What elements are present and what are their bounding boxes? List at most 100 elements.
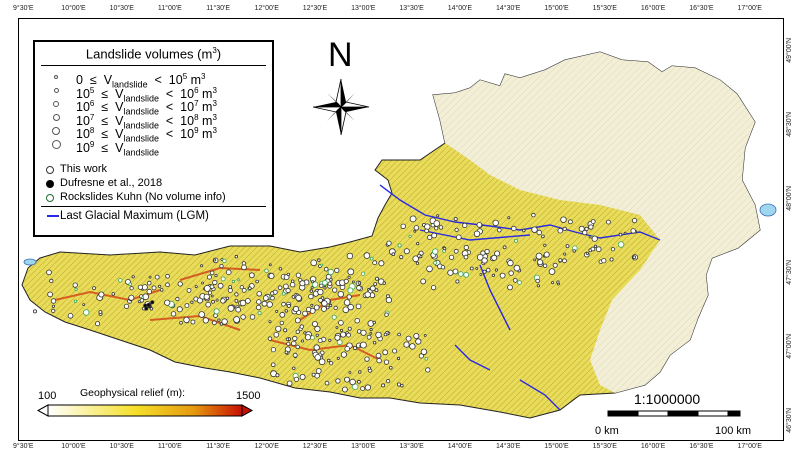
landslide-point: [46, 269, 52, 276]
landslide-point: [369, 327, 373, 332]
landslide-point: [264, 268, 269, 273]
landslide-point: [51, 308, 56, 313]
landslide-point: [273, 331, 280, 338]
landslide-point: [396, 356, 401, 361]
landslide-point: [392, 348, 398, 354]
landslide-point: [469, 266, 474, 271]
landslide-point: [588, 224, 594, 230]
landslide-point: [184, 303, 190, 309]
landslide-point: [245, 298, 251, 304]
landslide-point: [568, 219, 573, 225]
landslide-point: [220, 276, 226, 282]
landslide-point: [448, 254, 455, 260]
landslide-point: [434, 226, 439, 231]
landslide-point: [346, 252, 354, 260]
legend-divider: [41, 65, 266, 66]
landslide-point: [386, 240, 392, 246]
landslide-point: [533, 258, 537, 262]
landslide-point: [453, 248, 459, 254]
landslide-point: [416, 242, 420, 246]
landslide-point: [277, 285, 283, 291]
landslide-point: [419, 255, 423, 259]
longitude-tick: 16°30'E: [689, 443, 714, 450]
landslide-point: [334, 334, 341, 341]
landslide-point: [315, 368, 322, 374]
landslide-point: [511, 225, 517, 232]
landslide-point: [366, 334, 372, 340]
landslide-point: [475, 267, 479, 270]
landslide-point: [212, 279, 218, 286]
landslide-point: [249, 314, 256, 320]
longitude-tick: 16°00'E: [640, 5, 666, 12]
landslide-point: [318, 358, 326, 366]
longitude-tick: 13°00'E: [351, 5, 376, 12]
landslide-point: [347, 326, 352, 331]
landslide-point: [537, 259, 544, 266]
landslide-point: [415, 338, 422, 345]
longitude-tick: 15°30'E: [592, 5, 617, 12]
landslide-point: [476, 253, 484, 261]
landslide-point: [536, 284, 541, 288]
landslide-point: [209, 270, 215, 276]
landslide-point: [413, 229, 417, 233]
landslide-point: [310, 286, 314, 290]
landslide-point: [234, 254, 238, 259]
landslide-point: [413, 225, 420, 231]
landslide-point: [433, 220, 441, 227]
landslide-point: [438, 225, 444, 230]
landslide-point: [631, 218, 638, 224]
landslide-point: [420, 278, 427, 285]
landslide-point: [123, 303, 130, 309]
landslide-point: [356, 329, 362, 334]
landslide-point: [378, 260, 385, 267]
circle-icon: [52, 127, 60, 135]
landslide-point: [292, 335, 298, 342]
landslide-point: [508, 270, 514, 276]
landslide-point: [234, 298, 239, 303]
landslide-point: [632, 255, 637, 260]
circle-icon: [54, 75, 58, 79]
low-relief-east: [433, 52, 760, 393]
landslide-point: [308, 293, 314, 300]
landslide-point: [340, 351, 347, 358]
landslide-point: [190, 319, 196, 325]
map-scale: 1:1000000: [634, 391, 701, 407]
landslide-point: [286, 303, 291, 308]
landslide-point: [348, 371, 352, 374]
landslide-point: [177, 281, 183, 287]
landslide-point: [383, 332, 388, 337]
landslide-point: [364, 356, 370, 362]
landslide-point: [442, 246, 447, 251]
legend-title: Landslide volumes (m3): [85, 46, 222, 62]
landslide-point: [336, 339, 343, 346]
landslide-point: [601, 258, 607, 264]
landslide-point: [332, 287, 338, 293]
landslide-point: [175, 296, 180, 302]
landslide-point: [482, 269, 487, 274]
landslide-point: [382, 349, 389, 356]
landslide-point: [284, 309, 288, 313]
landslide-point: [391, 252, 396, 257]
landslide-point: [248, 286, 252, 291]
landslide-point: [432, 248, 439, 255]
landslide-point: [424, 356, 429, 361]
landslide-point: [363, 252, 371, 259]
landslide-point: [205, 301, 212, 308]
landslide-point: [548, 268, 556, 275]
longitude-tick: 11°30'E: [206, 443, 231, 450]
landslide-point: [328, 361, 334, 366]
landslide-point: [267, 336, 273, 341]
landslide-point: [562, 258, 567, 264]
landslide-point: [557, 227, 564, 234]
landslide-point: [186, 287, 192, 293]
landslide-point: [431, 232, 437, 239]
longitude-tick: 13°00'E: [351, 443, 376, 450]
landslide-point: [420, 348, 428, 355]
circle-icon: [53, 88, 59, 93]
landslide-point: [331, 314, 337, 320]
landslide-point: [337, 291, 344, 298]
landslide-point: [447, 269, 454, 276]
landslide-point: [200, 264, 204, 268]
landslide-point: [311, 280, 315, 284]
landslide-point: [317, 297, 323, 303]
